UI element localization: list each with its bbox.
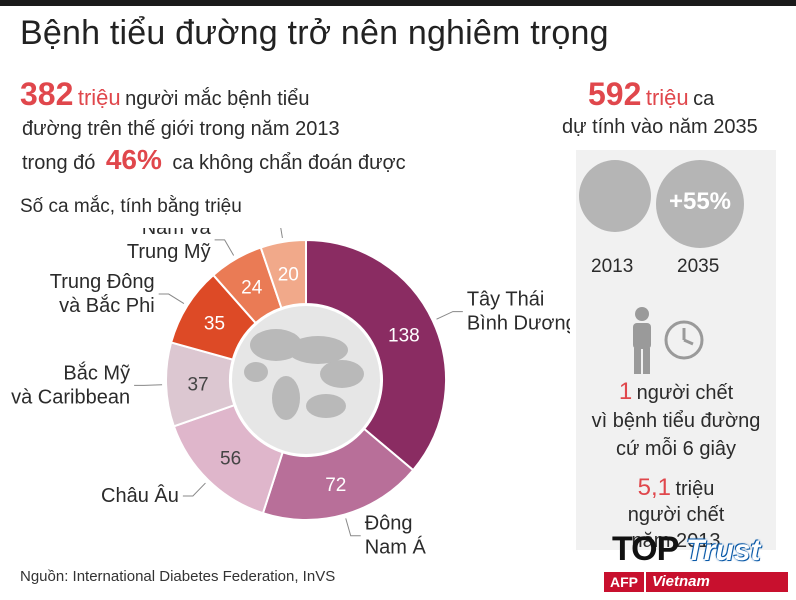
source-text: Nguồn: International Diabetes Federation…	[20, 568, 336, 585]
slice-leader-line	[182, 482, 206, 497]
slice-leader-line	[436, 311, 463, 320]
headline-text1: người mắc bệnh tiểu	[125, 88, 310, 110]
slice-category-label: Trung Đông và Bắc Phi	[50, 271, 155, 317]
slice-category-label: Đông Nam Á	[365, 513, 427, 559]
donut-slice	[305, 238, 447, 472]
slice-leader-line	[214, 239, 235, 256]
afp-logo: AFP	[604, 572, 644, 592]
headline-unit: triệu	[77, 85, 121, 110]
death-text2: vì bệnh tiểu đường	[591, 410, 761, 432]
death-text1: người chết	[636, 382, 734, 404]
circle-2035-label: +55%	[668, 188, 732, 215]
projection-line1: 592 triệu ca	[588, 76, 714, 113]
slice-leader-line	[280, 228, 283, 239]
page-title: Bệnh tiểu đường trở nên nghiêm trọng	[20, 14, 609, 52]
donut-chart: 138 Tây Thái Bình Dương 72 Đông Nam Á 56 Châu Â…	[11, 228, 570, 559]
top-bar	[0, 0, 796, 6]
headline-number: 382	[20, 76, 74, 112]
circle-2013	[579, 160, 651, 232]
headline-text2: đường trên thế giới trong năm 2013	[22, 118, 340, 140]
death-text3: cứ mỗi 6 giây	[615, 438, 737, 460]
death-total-text2: người chết	[627, 504, 725, 526]
chart-title: Số ca mắc, tính bằng triệu	[20, 196, 242, 217]
toptrust-logo-top: TOP	[612, 530, 679, 568]
slice-category-label: Nam vàTrung Mỹ	[127, 228, 212, 263]
headline-text3-post: ca không chẩn đoán được	[172, 152, 406, 174]
person-clock-icon	[633, 307, 704, 374]
globe-land	[288, 336, 348, 364]
slice-value-label: 20	[278, 264, 299, 285]
slice-category-label: Bắc Mỹ và Caribbean	[11, 361, 130, 408]
year-2035: 2035	[677, 256, 720, 277]
slice-leader-line	[345, 518, 361, 537]
slice-value-label: 35	[204, 314, 225, 335]
slice-value-label: 138	[388, 325, 420, 346]
headline-text3-pre: trong đó	[22, 152, 96, 174]
death-total-line1: 5,1 triệu	[576, 474, 776, 502]
slice-value-label: 24	[241, 278, 263, 299]
donut-slice	[259, 238, 307, 310]
headline-line3: trong đó 46% ca không chẩn đoán được	[22, 144, 406, 176]
death-total-number: 5,1	[637, 474, 671, 501]
projection-word: ca	[693, 88, 715, 110]
death-total-text3: năm 2013	[631, 530, 721, 552]
projection-text2: dự tính vào năm 2035	[562, 116, 758, 138]
death-line1: 1 người chết	[576, 378, 776, 406]
slice-category-label: Tây Thái Bình Dương	[467, 289, 570, 335]
globe-land	[306, 394, 346, 418]
projection-number: 592	[588, 76, 642, 112]
slice-value-label: 56	[220, 448, 241, 469]
headline-line1: 382 triệu người mắc bệnh tiểu	[20, 76, 309, 113]
globe-land	[272, 376, 300, 420]
slice-leader-line	[134, 384, 163, 386]
year-2013: 2013	[591, 256, 634, 277]
slice-value-label: 37	[187, 375, 208, 396]
slice-value-label: 72	[325, 475, 346, 496]
toptrust-logo-trust: Trust	[686, 534, 761, 567]
projection-unit: triệu	[645, 85, 689, 110]
circle-2035	[656, 160, 744, 248]
death-number: 1	[618, 378, 633, 405]
death-total-unit: triệu	[675, 478, 715, 500]
headline-percent: 46%	[105, 144, 162, 175]
slice-category-label: Châu Âu	[101, 484, 179, 507]
slice-leader-line	[158, 293, 185, 305]
globe-land	[320, 360, 364, 388]
slice-category-label: Châu Phi	[183, 228, 265, 231]
vietnam-logo: Vietnam	[646, 572, 788, 592]
globe-land	[244, 362, 268, 382]
